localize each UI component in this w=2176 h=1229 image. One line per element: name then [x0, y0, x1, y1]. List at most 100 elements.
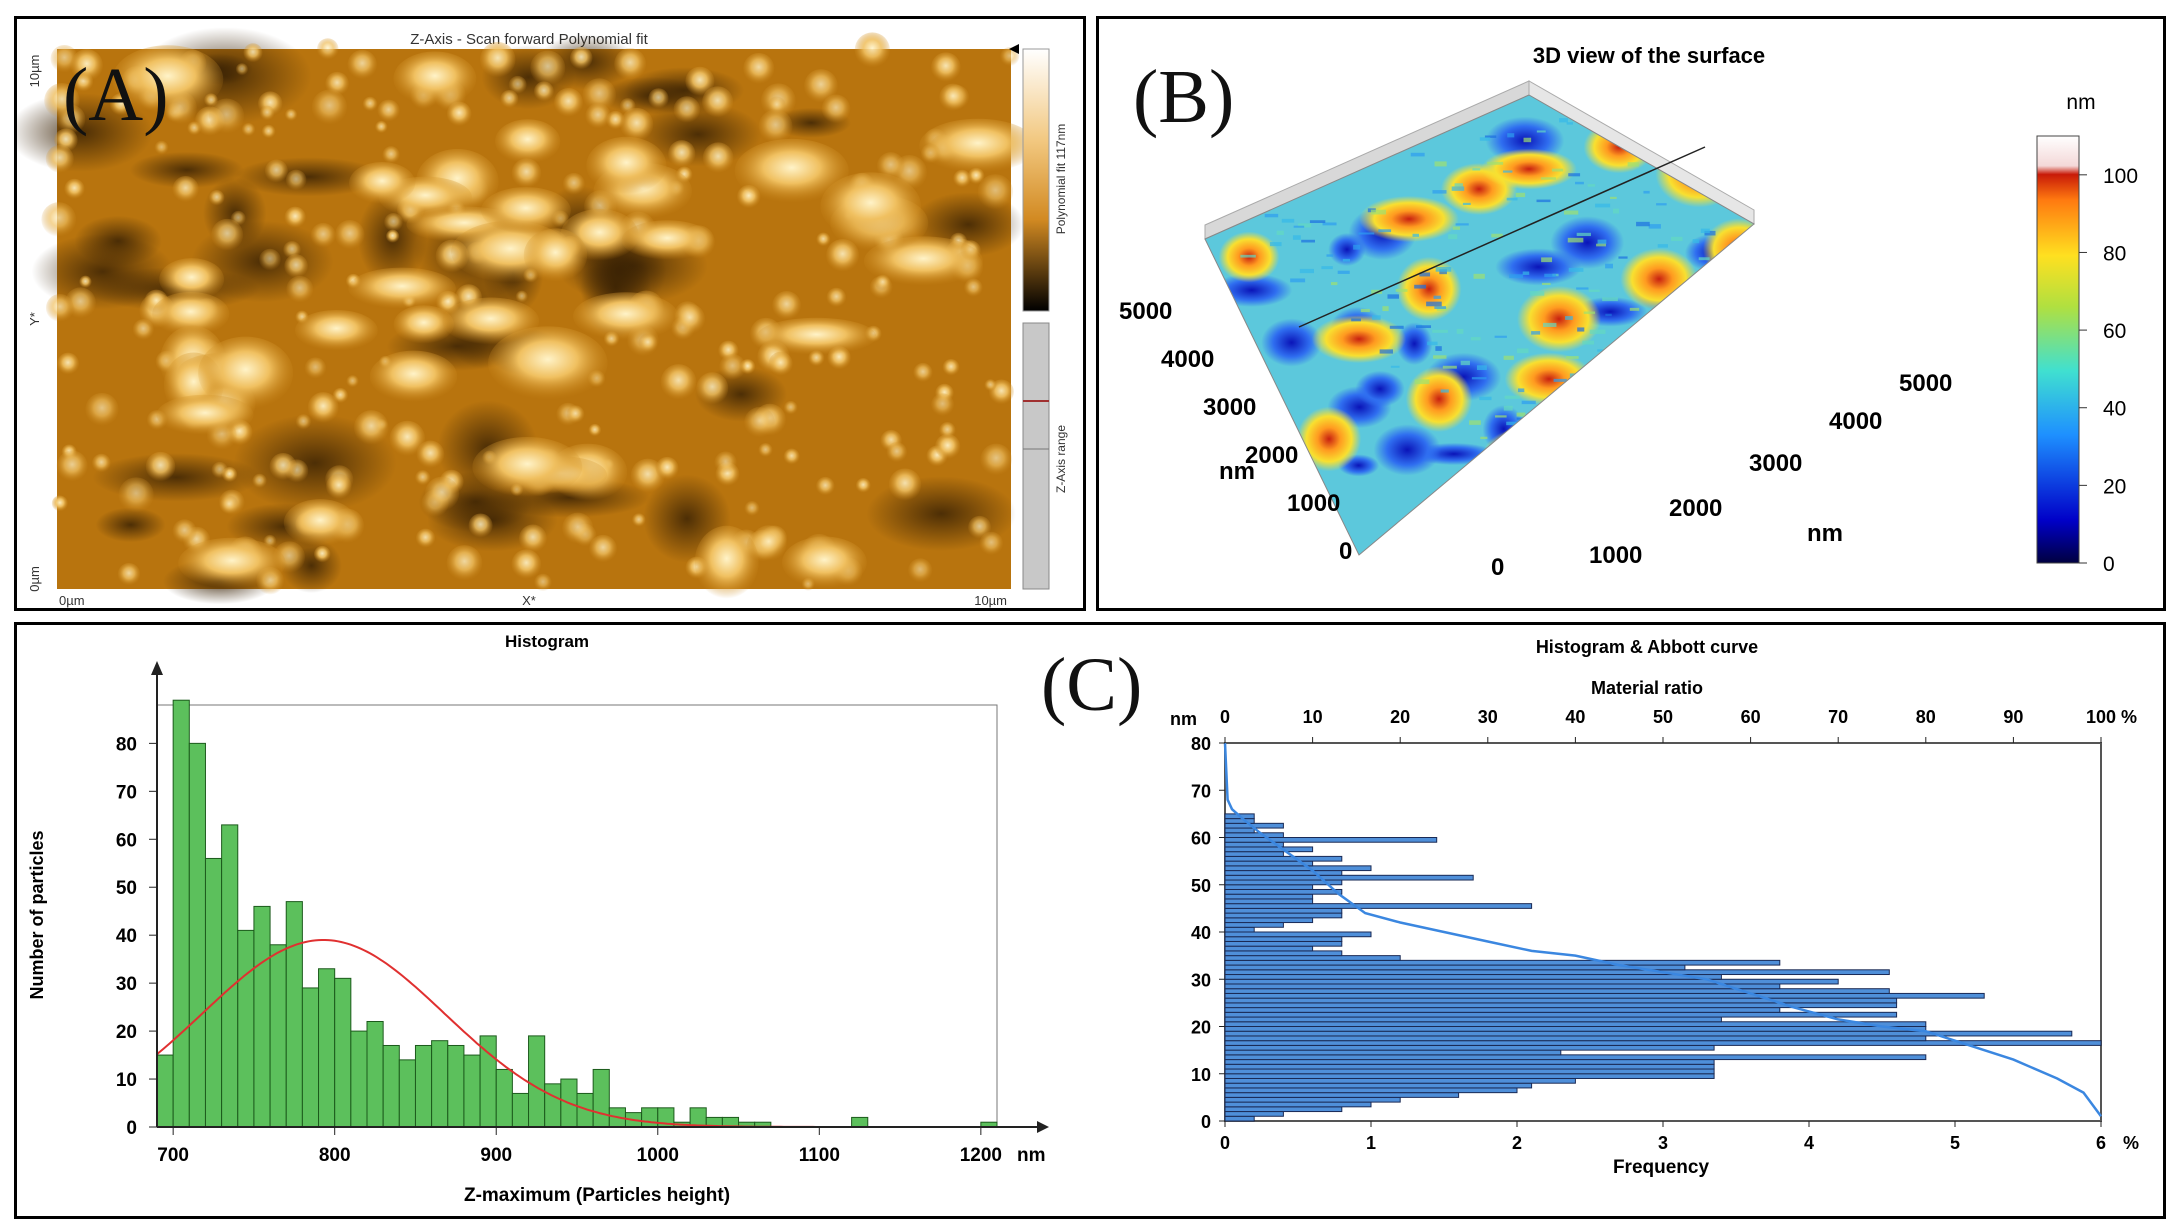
- surface-noise: [1578, 433, 1589, 437]
- surface-noise: [1544, 428, 1551, 433]
- surface-noise: [1629, 452, 1639, 457]
- afm-grain: [54, 128, 78, 153]
- hist2-top-tick: 0: [1220, 707, 1230, 727]
- afm-grain: [382, 146, 400, 164]
- surface-noise: [1412, 233, 1419, 237]
- surface-noise: [1516, 412, 1526, 417]
- hist2-ytick: 60: [1191, 829, 1211, 849]
- surface-noise: [1372, 315, 1381, 320]
- afm-range-label: Z-Axis range: [1054, 425, 1068, 493]
- surface-noise: [1434, 306, 1446, 309]
- afm-grain: [908, 558, 933, 583]
- surface-noise: [1531, 331, 1541, 335]
- afm-shadow: [129, 151, 244, 189]
- afm-grain: [416, 440, 445, 469]
- hist2-bar: [1224, 983, 1781, 990]
- afm-grain: [744, 407, 775, 438]
- surface-noise: [1602, 297, 1618, 302]
- hist1-bar: [398, 1059, 416, 1128]
- afm-grain: [968, 515, 992, 539]
- afm-grain: [979, 531, 1004, 556]
- panel-c: Histogram 0 10 20 30 40 50 60 70 80 700 800 900 1000 1…: [14, 622, 2166, 1219]
- hist2-bar: [1224, 959, 1781, 966]
- surface-noise: [1299, 268, 1314, 274]
- panel-a-label: (A): [63, 53, 169, 137]
- surface-noise: [1718, 284, 1734, 287]
- afm-grain: [913, 362, 933, 383]
- afm-image-figure: Z-Axis - Scan forward Polynomial fit 10µ…: [17, 27, 1068, 608]
- surface-noise: [1627, 162, 1639, 167]
- surface-noise: [1692, 408, 1702, 412]
- surface-right-tick: 2000: [1669, 495, 1722, 522]
- afm-particle: [694, 525, 759, 599]
- surface-noise: [1507, 133, 1515, 138]
- surface-noise: [1547, 455, 1557, 461]
- surface-noise: [1561, 448, 1575, 451]
- afm-grain: [375, 120, 388, 134]
- afm-grain: [518, 524, 547, 553]
- afm-particle: [820, 172, 921, 240]
- afm-grain: [154, 140, 169, 155]
- afm-particle: [152, 292, 230, 336]
- surface-noise: [1706, 376, 1716, 380]
- hist2-bar: [1224, 936, 1343, 942]
- surface-noise: [1657, 244, 1668, 248]
- surface-noise: [1330, 282, 1338, 286]
- surface-noise: [1292, 235, 1301, 240]
- hist2-bar: [1224, 907, 1343, 914]
- surface-right-tick: 3000: [1749, 450, 1802, 477]
- surface-peak: [1620, 248, 1698, 310]
- afm-grain: [826, 287, 847, 308]
- hist1-ytick: 60: [116, 830, 137, 851]
- afm-grain: [45, 293, 74, 322]
- surface-noise: [1576, 232, 1591, 237]
- surface-peak: [1359, 195, 1459, 243]
- afm-particle: [621, 220, 713, 260]
- afm-grain: [888, 468, 922, 501]
- hist1-bar: [221, 824, 239, 1128]
- surface-noise: [1530, 291, 1545, 296]
- afm-grain: [620, 107, 654, 142]
- surface-noise: [1701, 344, 1711, 348]
- surface-peak: [1702, 218, 1754, 280]
- afm-grain: [984, 379, 997, 392]
- surface-noise: [1452, 226, 1461, 230]
- afm-particle: [586, 136, 667, 195]
- surface-noise: [1762, 269, 1776, 272]
- hist2-bar: [1224, 832, 1284, 838]
- hist2-bar: [1224, 926, 1255, 933]
- afm-particle: [573, 292, 679, 341]
- surface-noise: [1440, 389, 1449, 393]
- hist2-ytick: 20: [1191, 1018, 1211, 1038]
- surface-noise: [1469, 420, 1481, 425]
- hist1-ytick: 30: [116, 974, 137, 995]
- hist2-ytick: 50: [1191, 876, 1211, 896]
- afm-grain: [619, 98, 636, 114]
- surface-noise: [1556, 455, 1563, 460]
- hist1-bar: [592, 1068, 610, 1128]
- afm-grain: [424, 476, 460, 511]
- surface-peak: [1591, 336, 1687, 402]
- surface-noise: [1434, 161, 1447, 167]
- surface-noise: [1506, 421, 1518, 426]
- surface-noise: [1692, 239, 1700, 244]
- hist2-bar: [1224, 1030, 2073, 1037]
- hist2-y-unit: nm: [1170, 709, 1197, 729]
- surface-noise: [1785, 386, 1793, 389]
- surface-noise: [1427, 341, 1438, 346]
- afm-grain: [415, 528, 436, 548]
- surface-noise: [1448, 234, 1458, 240]
- surface-noise: [1517, 388, 1525, 393]
- surface-noise: [1426, 301, 1442, 307]
- afm-grain: [172, 175, 199, 203]
- panel-b: 3D view of the surface nm 5000 4000 3000 20…: [1096, 16, 2166, 611]
- afm-grain: [235, 63, 249, 76]
- surface-noise: [1618, 256, 1628, 259]
- surface-noise: [1358, 232, 1375, 235]
- panel-c-label: (C): [1041, 643, 1143, 727]
- surface-noise: [1575, 181, 1584, 185]
- surface-noise: [1629, 307, 1640, 311]
- surface-noise: [1536, 199, 1551, 203]
- hist1-ytick: 80: [116, 734, 137, 755]
- hist1-xtick: 900: [480, 1145, 512, 1166]
